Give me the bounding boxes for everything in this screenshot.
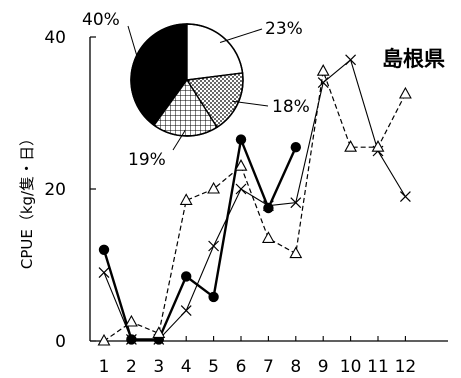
- x-tick-label: 8: [290, 357, 301, 377]
- pie-slice-label: 19%: [128, 150, 166, 170]
- x-tick-label: 7: [263, 357, 274, 377]
- data-point: [124, 314, 138, 327]
- data-point: [316, 64, 330, 76]
- series-layer: [97, 54, 412, 346]
- y-tick-label: 0: [55, 332, 66, 352]
- x-tick-label: 10: [340, 357, 362, 377]
- data-point: [263, 202, 274, 214]
- x-tick-label: 9: [318, 357, 329, 377]
- pie-slice: [186, 23, 244, 81]
- region-label: 島根県: [382, 47, 445, 71]
- data-point: [152, 326, 166, 338]
- data-point: [207, 181, 221, 194]
- pie-leader-line: [232, 100, 269, 107]
- pie-slice-label: 18%: [272, 97, 310, 117]
- y-tick-label: 40: [44, 28, 66, 48]
- data-point: [180, 305, 192, 317]
- data-point: [290, 197, 302, 209]
- series-open-triangle: [97, 64, 412, 346]
- data-point: [371, 140, 385, 152]
- data-point: [98, 244, 110, 255]
- series-line: [103, 70, 406, 342]
- pie-outline: [130, 23, 244, 137]
- x-tick-label: 3: [153, 357, 164, 377]
- data-point: [181, 271, 192, 282]
- data-point: [345, 54, 357, 66]
- data-point: [399, 191, 411, 203]
- data-point: [235, 183, 247, 195]
- data-point: [208, 291, 219, 303]
- data-point: [317, 77, 329, 89]
- data-point: [261, 231, 275, 243]
- pie-chart: 40% 23% 18% 19%: [82, 10, 310, 170]
- data-point: [290, 142, 301, 153]
- y-tick-label: 20: [44, 180, 66, 200]
- x-tick-label: 12: [395, 357, 417, 377]
- x-tick-label: 6: [236, 357, 247, 377]
- series-line: [103, 58, 406, 341]
- data-point: [97, 333, 111, 346]
- x-tick-label: 5: [208, 357, 219, 377]
- data-point: [398, 86, 412, 99]
- data-point: [208, 240, 220, 252]
- data-point: [235, 134, 247, 145]
- pie-slice-label: 23%: [265, 19, 303, 39]
- data-point: [234, 159, 248, 171]
- pie-slice-label: 40%: [82, 10, 120, 30]
- x-tick-label: 1: [99, 357, 110, 377]
- data-point: [289, 246, 303, 259]
- x-tick-label: 2: [126, 357, 137, 377]
- pie-leader-line: [172, 129, 186, 151]
- data-point: [125, 334, 137, 345]
- data-point: [344, 140, 358, 152]
- x-tick-label: 11: [367, 357, 389, 377]
- pie-leader-line: [127, 25, 140, 65]
- series-cross: [98, 54, 411, 345]
- data-point: [262, 200, 274, 212]
- x-tick-label: 4: [181, 357, 192, 377]
- data-point: [98, 267, 110, 279]
- pie-leader-line: [219, 28, 263, 43]
- y-axis-label: CPUE（kg/隻・日）: [18, 131, 36, 269]
- data-point: [179, 193, 193, 205]
